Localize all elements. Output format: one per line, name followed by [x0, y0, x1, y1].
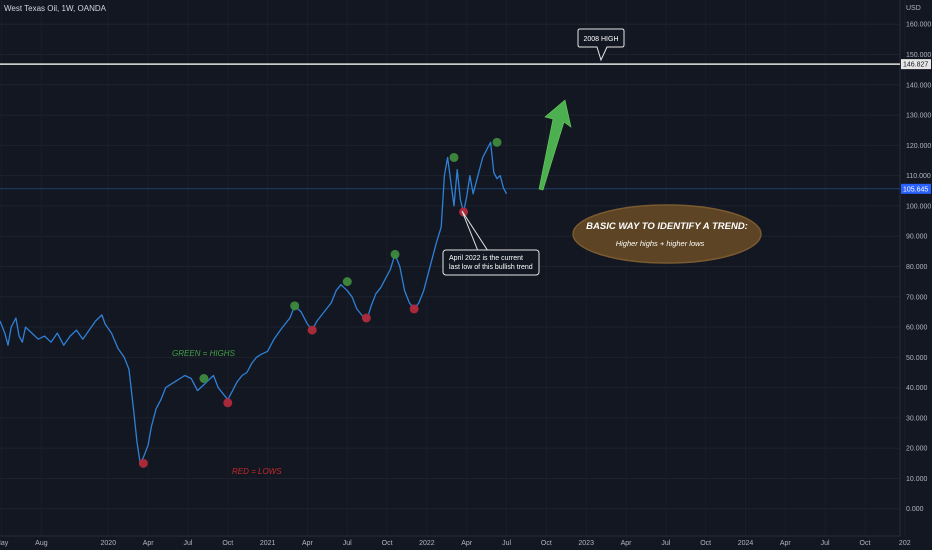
x-tick-label: 2021	[260, 540, 276, 547]
y-tick-label: 70.000	[906, 294, 928, 301]
high-line-price-label: 146.827	[903, 62, 928, 69]
y-tick-label: 40.000	[906, 385, 928, 392]
x-tick-label: Apr	[143, 540, 155, 547]
y-axis-ticks: 0.000 10.000 20.000 30.000 40.000 50.000 60.00…	[906, 22, 931, 514]
high-point-marker	[390, 249, 400, 259]
trend-definition-oval: BASIC WAY TO IDENTIFY A TREND: Higher hi…	[572, 204, 762, 264]
high-line-price-badge: 146.827	[901, 59, 931, 70]
y-tick-label: 150.000	[906, 52, 931, 59]
high-point-marker	[342, 277, 352, 287]
current-price-label: 105.645	[903, 186, 928, 193]
y-tick-label: 50.000	[906, 355, 928, 362]
current-price-badge: 105.645	[901, 183, 931, 194]
low-point-marker	[459, 207, 469, 217]
trend-oval-title: BASIC WAY TO IDENTIFY A TREND:	[586, 221, 748, 232]
x-tick-label: 2020	[101, 540, 117, 547]
x-axis-ticks: May Aug 2020 Apr Jul Oct 2021 Apr Jul Oct 2022 Apr J…	[0, 540, 911, 547]
x-tick-label: 2022	[419, 540, 435, 547]
y-tick-label: 80.000	[906, 264, 928, 271]
y-tick-label: 140.000	[906, 82, 931, 89]
y-tick-label: 120.000	[906, 143, 931, 150]
x-tick-label: Oct	[222, 540, 233, 547]
2008-high-callout: 2008 HIGH	[577, 28, 625, 62]
low-point-marker	[361, 313, 371, 323]
high-point-marker	[449, 152, 459, 162]
x-tick-label: Jul	[183, 540, 192, 547]
high-point-marker	[492, 137, 502, 147]
x-tick-label: Apr	[780, 540, 792, 547]
2008-high-label: 2008 HIGH	[583, 36, 618, 43]
y-tick-label: 130.000	[906, 113, 931, 120]
trend-oval-subtitle: Higher highs + higher lows	[616, 239, 705, 248]
y-tick-label: 30.000	[906, 415, 928, 422]
low-point-marker	[307, 325, 317, 335]
x-tick-label: Jul	[343, 540, 352, 547]
x-tick-label: Oct	[382, 540, 393, 547]
x-tick-label: Aug	[35, 540, 48, 547]
x-tick-label: Oct	[860, 540, 871, 547]
x-tick-label: Oct	[541, 540, 552, 547]
x-tick-label: Jul	[502, 540, 511, 547]
y-tick-label: 20.000	[906, 446, 928, 453]
grid	[0, 23, 900, 510]
red-lows-label: RED = LOWS	[232, 467, 282, 476]
low-point-marker	[223, 398, 233, 408]
x-tick-label: Apr	[302, 540, 314, 547]
y-tick-label: 100.000	[906, 203, 931, 210]
x-tick-label: Jul	[661, 540, 670, 547]
low-point-marker	[409, 304, 419, 314]
april-low-callout: April 2022 is the current last low of th…	[442, 210, 540, 276]
green-highs-label: GREEN = HIGHS	[172, 349, 236, 358]
y-tick-label: 160.000	[906, 22, 931, 29]
x-tick-label: Oct	[700, 540, 711, 547]
april-low-callout-line-2: last low of this bullish trend	[449, 264, 533, 271]
y-tick-label: 110.000	[906, 173, 931, 180]
x-tick-label: Apr	[461, 540, 473, 547]
high-markers	[199, 137, 502, 384]
y-tick-label: 60.000	[906, 325, 928, 332]
bullish-trend-arrow-icon	[538, 99, 572, 191]
y-tick-label: 0.000	[906, 506, 924, 513]
high-point-marker	[199, 374, 209, 384]
2008-high-bubble	[577, 28, 625, 62]
y-tick-label: 90.000	[906, 234, 928, 241]
chart-title: West Texas Oil, 1W, OANDA	[4, 4, 107, 13]
x-tick-label: May	[0, 540, 9, 547]
x-tick-label: 2024	[738, 540, 754, 547]
x-tick-label: 2023	[578, 540, 594, 547]
high-point-marker	[290, 301, 300, 311]
trend-oval-shape	[572, 204, 762, 264]
currency-label: USD	[906, 5, 921, 12]
price-series-line	[0, 141, 508, 464]
april-low-callout-box	[442, 249, 540, 276]
x-tick-label: 202	[899, 540, 911, 547]
y-tick-label: 10.000	[906, 476, 928, 483]
april-low-callout-line-1: April 2022 is the current	[449, 255, 523, 262]
low-point-marker	[138, 458, 148, 468]
x-tick-label: Jul	[821, 540, 830, 547]
x-tick-label: Apr	[621, 540, 633, 547]
low-markers	[138, 207, 469, 468]
